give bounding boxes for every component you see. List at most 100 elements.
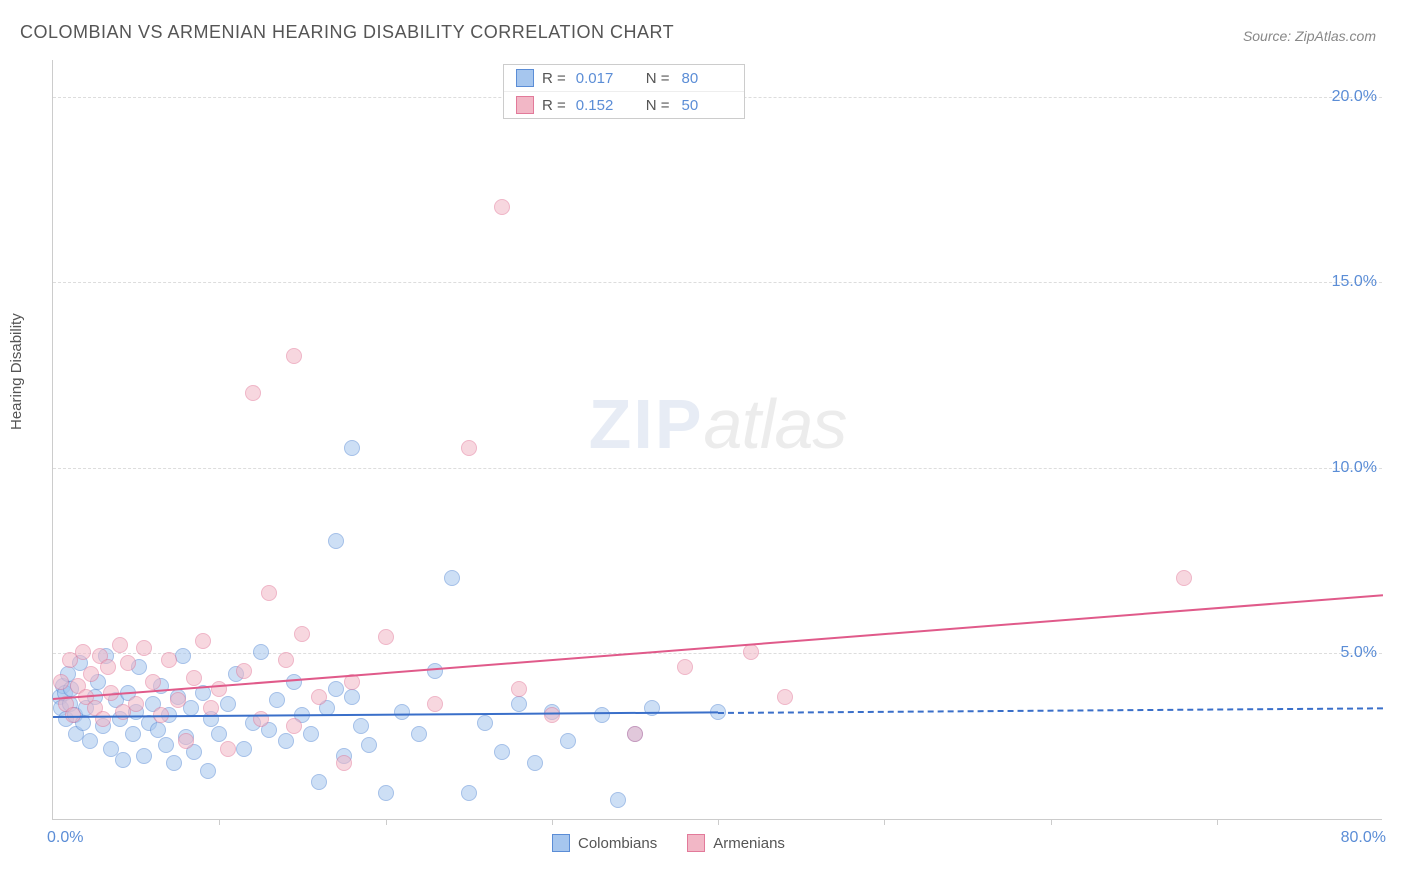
data-point bbox=[394, 704, 410, 720]
data-point bbox=[186, 670, 202, 686]
data-point bbox=[253, 711, 269, 727]
legend-swatch bbox=[516, 96, 534, 114]
data-point bbox=[75, 644, 91, 660]
correlation-legend: R = 0.017 N = 80 R = 0.152 N = 50 bbox=[503, 64, 745, 119]
data-point bbox=[136, 640, 152, 656]
data-point bbox=[344, 689, 360, 705]
plot-region: ZIPatlas R =0.017N =80R =0.152N =50 5.0%… bbox=[52, 60, 1382, 820]
legend-swatch bbox=[516, 69, 534, 87]
data-point bbox=[100, 659, 116, 675]
legend-row: R =0.017N =80 bbox=[504, 65, 744, 91]
data-point bbox=[220, 696, 236, 712]
legend-swatch bbox=[552, 834, 570, 852]
data-point bbox=[411, 726, 427, 742]
data-point bbox=[444, 570, 460, 586]
legend-n-label: N = bbox=[646, 97, 670, 114]
data-point bbox=[427, 696, 443, 712]
data-point bbox=[511, 696, 527, 712]
data-point bbox=[511, 681, 527, 697]
legend-label: Armenians bbox=[713, 835, 785, 852]
gridline bbox=[53, 282, 1382, 283]
data-point bbox=[303, 726, 319, 742]
data-point bbox=[161, 652, 177, 668]
data-point bbox=[53, 674, 69, 690]
data-point bbox=[220, 741, 236, 757]
data-point bbox=[128, 696, 144, 712]
legend-item: Armenians bbox=[687, 834, 785, 852]
y-tick-label: 15.0% bbox=[1332, 273, 1387, 291]
data-point bbox=[777, 689, 793, 705]
watermark: ZIPatlas bbox=[589, 384, 847, 464]
data-point bbox=[378, 629, 394, 645]
x-tick-label-max: 80.0% bbox=[1341, 829, 1386, 847]
x-tick bbox=[1217, 819, 1218, 825]
data-point bbox=[166, 755, 182, 771]
legend-swatch bbox=[687, 834, 705, 852]
series-legend: Colombians Armenians bbox=[552, 834, 785, 852]
data-point bbox=[560, 733, 576, 749]
legend-n-label: N = bbox=[646, 70, 670, 87]
legend-n-value: 80 bbox=[682, 70, 732, 87]
data-point bbox=[311, 774, 327, 790]
legend-r-label: R = bbox=[542, 97, 566, 114]
data-point bbox=[115, 752, 131, 768]
data-point bbox=[203, 700, 219, 716]
data-point bbox=[336, 755, 352, 771]
data-point bbox=[158, 737, 174, 753]
watermark-zip: ZIP bbox=[589, 385, 704, 463]
data-point bbox=[200, 763, 216, 779]
data-point bbox=[627, 726, 643, 742]
x-tick bbox=[884, 819, 885, 825]
data-point bbox=[461, 785, 477, 801]
data-point bbox=[211, 726, 227, 742]
data-point bbox=[286, 348, 302, 364]
data-point bbox=[743, 644, 759, 660]
data-point bbox=[311, 689, 327, 705]
data-point bbox=[361, 737, 377, 753]
data-point bbox=[120, 655, 136, 671]
legend-label: Colombians bbox=[578, 835, 657, 852]
data-point bbox=[195, 633, 211, 649]
data-point bbox=[286, 674, 302, 690]
data-point bbox=[125, 726, 141, 742]
data-point bbox=[136, 748, 152, 764]
data-point bbox=[461, 440, 477, 456]
chart-title: COLOMBIAN VS ARMENIAN HEARING DISABILITY… bbox=[20, 22, 674, 43]
data-point bbox=[82, 733, 98, 749]
x-tick bbox=[718, 819, 719, 825]
source-attribution: Source: ZipAtlas.com bbox=[1243, 28, 1376, 44]
legend-n-value: 50 bbox=[682, 97, 732, 114]
data-point bbox=[253, 644, 269, 660]
y-tick-label: 20.0% bbox=[1332, 88, 1387, 106]
data-point bbox=[261, 585, 277, 601]
data-point bbox=[544, 707, 560, 723]
legend-r-value: 0.017 bbox=[576, 70, 626, 87]
data-point bbox=[150, 722, 166, 738]
y-axis-label: Hearing Disability bbox=[8, 313, 25, 430]
legend-item: Colombians bbox=[552, 834, 657, 852]
data-point bbox=[178, 733, 194, 749]
data-point bbox=[294, 626, 310, 642]
data-point bbox=[236, 741, 252, 757]
data-point bbox=[170, 692, 186, 708]
data-point bbox=[494, 199, 510, 215]
data-point bbox=[527, 755, 543, 771]
x-tick-label-min: 0.0% bbox=[47, 829, 83, 847]
data-point bbox=[245, 385, 261, 401]
data-point bbox=[328, 681, 344, 697]
chart-area: ZIPatlas R =0.017N =80R =0.152N =50 5.0%… bbox=[52, 60, 1382, 820]
y-tick-label: 10.0% bbox=[1332, 459, 1387, 477]
data-point bbox=[328, 533, 344, 549]
gridline bbox=[53, 468, 1382, 469]
data-point bbox=[353, 718, 369, 734]
data-point bbox=[344, 440, 360, 456]
legend-r-value: 0.152 bbox=[576, 97, 626, 114]
data-point bbox=[83, 666, 99, 682]
data-point bbox=[677, 659, 693, 675]
legend-row: R = 0.152 N = 50 bbox=[504, 91, 744, 118]
y-tick-label: 5.0% bbox=[1341, 644, 1387, 662]
x-tick bbox=[552, 819, 553, 825]
data-point bbox=[494, 744, 510, 760]
trend-line bbox=[718, 707, 1383, 714]
data-point bbox=[145, 674, 161, 690]
